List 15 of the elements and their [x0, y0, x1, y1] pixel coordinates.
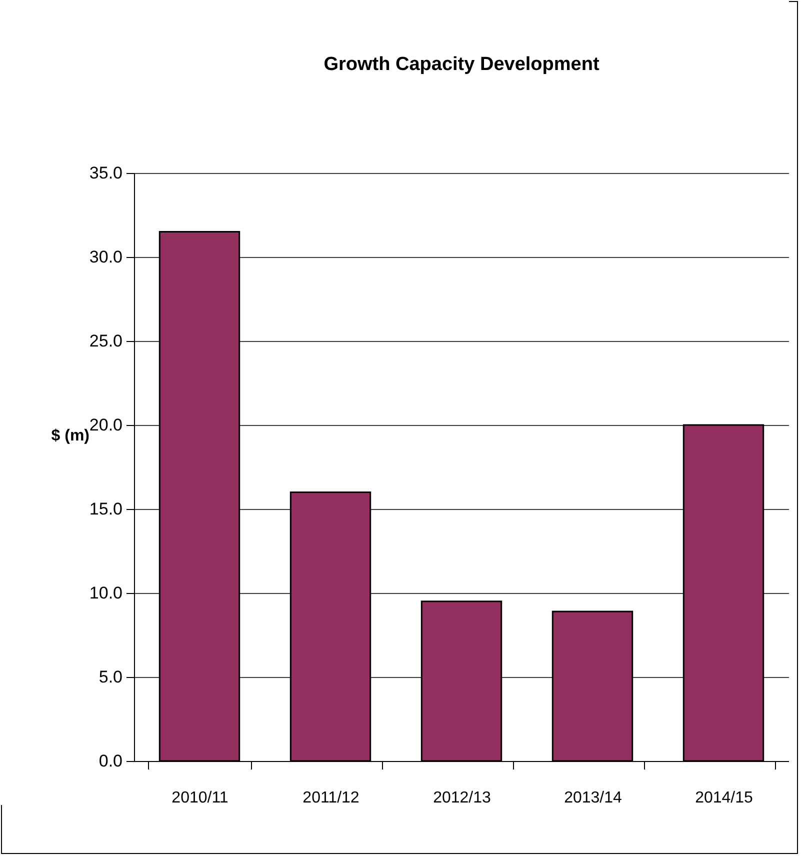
- x-tick-label: 2013/14: [564, 790, 622, 806]
- y-tick-label: 5.0: [98, 668, 122, 686]
- y-axis-title: $ (m): [51, 428, 90, 444]
- x-tick-label: 2010/11: [172, 790, 228, 806]
- chart-title: Growth Capacity Development: [324, 54, 600, 75]
- y-tick-label: 0.0: [98, 752, 122, 770]
- x-tick-label: 2014/15: [695, 790, 754, 806]
- y-tick-label: 35.0: [89, 164, 122, 182]
- y-tick-label: 20.0: [89, 416, 122, 434]
- x-tick-label: 2012/13: [433, 790, 492, 806]
- y-tick-label: 25.0: [89, 332, 122, 350]
- y-tick-label: 15.0: [89, 500, 122, 518]
- x-tick-label: 2011/12: [302, 790, 360, 806]
- y-tick-label: 10.0: [89, 584, 122, 602]
- y-tick-label: 30.0: [89, 248, 122, 266]
